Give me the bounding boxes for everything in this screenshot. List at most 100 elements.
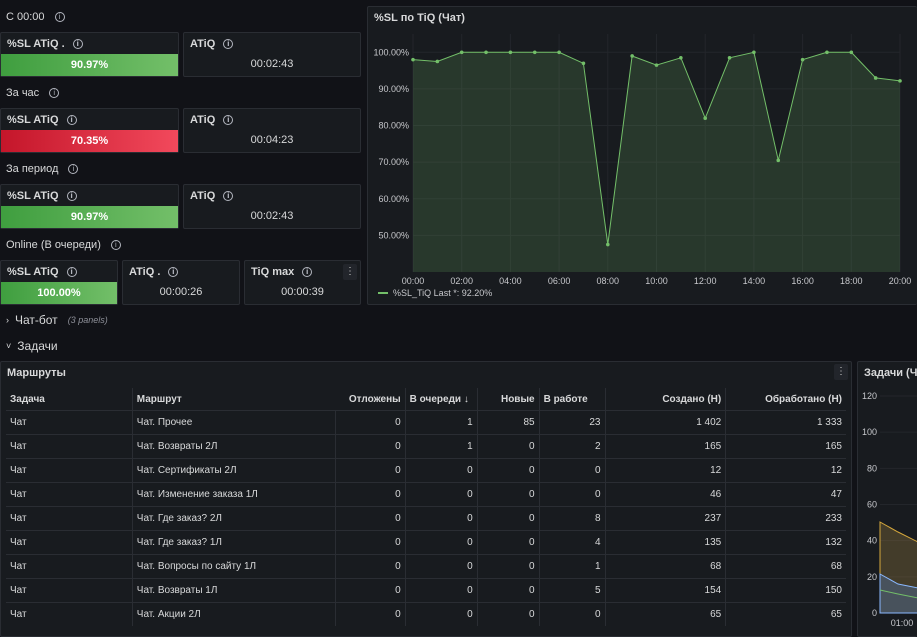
- data-point[interactable]: [825, 50, 829, 55]
- table-row[interactable]: Чат Чат. Акции 2Л 0 0 0 0 65 65: [6, 602, 846, 626]
- data-point[interactable]: [581, 61, 586, 66]
- stat-panel-atiq[interactable]: ATiQ i 00:04:23: [183, 108, 361, 153]
- column-header[interactable]: В работе: [538, 388, 605, 411]
- info-icon[interactable]: i: [66, 191, 77, 201]
- table-cell: 0: [538, 458, 605, 483]
- data-point[interactable]: [873, 76, 878, 80]
- info-icon[interactable]: i: [68, 164, 79, 174]
- panel-title: %SL ATiQ i: [7, 190, 77, 202]
- data-point[interactable]: [679, 56, 683, 60]
- info-icon[interactable]: i: [223, 39, 234, 49]
- data-point[interactable]: [752, 50, 756, 55]
- data-point[interactable]: [459, 50, 464, 55]
- data-point[interactable]: [411, 57, 415, 62]
- stat-panel-sl-atiq[interactable]: %SL ATiQ . i 90.97%: [0, 32, 179, 77]
- info-icon[interactable]: i: [110, 240, 121, 250]
- table-cell: 4: [538, 530, 605, 555]
- stat-panel-sl-atiq[interactable]: %SL ATiQ i 70.35%: [0, 108, 179, 153]
- table-row[interactable]: Чат Чат. Прочее 0 1 85 23 1 402 1 333: [6, 410, 846, 435]
- data-point[interactable]: [800, 57, 805, 62]
- row-title-label: Online (В очереди): [6, 239, 101, 251]
- data-point[interactable]: [898, 79, 902, 83]
- data-point[interactable]: [776, 158, 781, 163]
- panel-menu-icon[interactable]: ⋮: [834, 364, 848, 380]
- stat-panel-atiq[interactable]: ATiQ i 00:02:43: [183, 184, 361, 229]
- table-cell: 132: [725, 530, 846, 555]
- chart-legend[interactable]: %SL_TiQ Last *: 92.20%: [378, 288, 492, 298]
- info-icon[interactable]: i: [66, 115, 77, 125]
- table-cell: 0: [538, 482, 605, 507]
- table-row[interactable]: Чат Чат. Возвраты 1Л 0 0 0 5 154 150: [6, 578, 846, 603]
- row-title-since-midnight: С 00:00 i: [6, 11, 65, 23]
- tasks-chart-panel[interactable]: Задачи (Чат 0 20 40 60 80 100 120 01:00: [857, 361, 917, 637]
- table-cell: 0: [476, 602, 540, 626]
- table-cell: Чат: [6, 434, 133, 459]
- table-cell: Чат. Вопросы по сайту 1Л: [131, 554, 336, 579]
- info-icon[interactable]: i: [302, 267, 313, 277]
- table-cell: Чат. Сертификаты 2Л: [131, 458, 336, 483]
- stat-panel-sl-atiq-online[interactable]: %SL ATiQ i 100.00%: [0, 260, 118, 305]
- table-cell: 0: [404, 458, 478, 483]
- table-cell: 0: [335, 530, 406, 555]
- data-point[interactable]: [606, 242, 610, 247]
- panel-title-label: %SL ATiQ: [7, 190, 59, 202]
- stat-value: 00:00:39: [281, 286, 324, 298]
- panel-title: %SL ATiQ . i: [7, 38, 83, 50]
- data-point[interactable]: [557, 50, 561, 55]
- section-tasks[interactable]: ˅ Задачи: [6, 339, 58, 353]
- column-header-sorted[interactable]: В очереди ↓: [404, 388, 478, 411]
- data-point[interactable]: [484, 50, 488, 55]
- y-tick-label: 80.00%: [378, 121, 409, 131]
- stat-panel-atiq[interactable]: ATiQ i 00:02:43: [183, 32, 361, 77]
- panel-title-label: %SL ATiQ: [7, 114, 59, 126]
- table-cell: 0: [404, 602, 478, 626]
- stat-panel-atiq-online[interactable]: ATiQ . i 00:00:26: [122, 260, 240, 305]
- info-icon[interactable]: i: [66, 267, 77, 277]
- stat-panel-tiq-max[interactable]: TiQ max i ⋮ 00:00:39: [244, 260, 361, 305]
- column-header[interactable]: Отложены: [348, 393, 401, 405]
- table-row[interactable]: Чат Чат. Вопросы по сайту 1Л 0 0 0 1 68 68: [6, 554, 846, 579]
- table-row[interactable]: Чат Чат. Сертификаты 2Л 0 0 0 0 12 12: [6, 458, 846, 483]
- info-icon[interactable]: i: [72, 39, 83, 49]
- data-point[interactable]: [630, 54, 634, 58]
- table-cell: 23: [538, 410, 605, 435]
- x-tick-label: 01:00: [891, 618, 914, 628]
- column-header[interactable]: Маршрут: [131, 388, 336, 411]
- routes-panel[interactable]: Маршруты ⋮ Задача Маршрут Отложены В оче…: [0, 361, 852, 637]
- series-area: [879, 573, 917, 614]
- stat-panel-sl-atiq[interactable]: %SL ATiQ i 90.97%: [0, 184, 179, 229]
- column-header[interactable]: Обработано (Н): [725, 388, 846, 411]
- data-point[interactable]: [849, 50, 854, 55]
- panel-menu-icon[interactable]: ⋮: [343, 264, 357, 280]
- table-row[interactable]: Чат Чат. Где заказ? 1Л 0 0 0 4 135 132: [6, 530, 846, 555]
- section-chatbot[interactable]: › Чат-бот (3 panels): [6, 313, 108, 327]
- x-tick-label: 00:00: [402, 276, 425, 286]
- y-tick-label: 60: [867, 500, 877, 510]
- info-icon[interactable]: i: [223, 191, 234, 201]
- table-row[interactable]: Чат Чат. Изменение заказа 1Л 0 0 0 0 46 47: [6, 482, 846, 507]
- data-point[interactable]: [532, 50, 537, 55]
- column-header[interactable]: Задача: [10, 393, 45, 405]
- data-point[interactable]: [654, 63, 659, 67]
- info-icon[interactable]: i: [223, 115, 234, 125]
- data-point[interactable]: [435, 59, 440, 64]
- table-cell: Чат. Прочее: [131, 410, 336, 435]
- table-row[interactable]: Чат Чат. Возвраты 2Л 0 1 0 2 165 165: [6, 434, 846, 459]
- info-icon[interactable]: i: [168, 267, 179, 277]
- data-point[interactable]: [727, 56, 732, 60]
- sl-chart-panel[interactable]: %SL по TiQ (Чат) 50.00% 60.00% 70.00% 80.00…: [367, 6, 917, 305]
- info-icon[interactable]: i: [54, 12, 65, 22]
- data-point[interactable]: [508, 50, 513, 55]
- column-header[interactable]: Новые: [476, 388, 540, 411]
- column-header[interactable]: Создано (Н): [604, 388, 726, 411]
- table-header-row: Задача Маршрут Отложены В очереди ↓ Новы…: [6, 388, 846, 411]
- table-cell: 0: [335, 578, 406, 603]
- table-cell: 0: [476, 482, 540, 507]
- table-cell: Чат: [6, 506, 133, 531]
- panel-title-label: ATiQ: [190, 114, 216, 126]
- info-icon[interactable]: i: [49, 88, 60, 98]
- data-point[interactable]: [703, 116, 707, 121]
- table-row[interactable]: Чат Чат. Где заказ? 2Л 0 0 0 8 237 233: [6, 506, 846, 531]
- panel-title: ATiQ . i: [129, 266, 179, 278]
- y-tick-label: 70.00%: [378, 157, 409, 167]
